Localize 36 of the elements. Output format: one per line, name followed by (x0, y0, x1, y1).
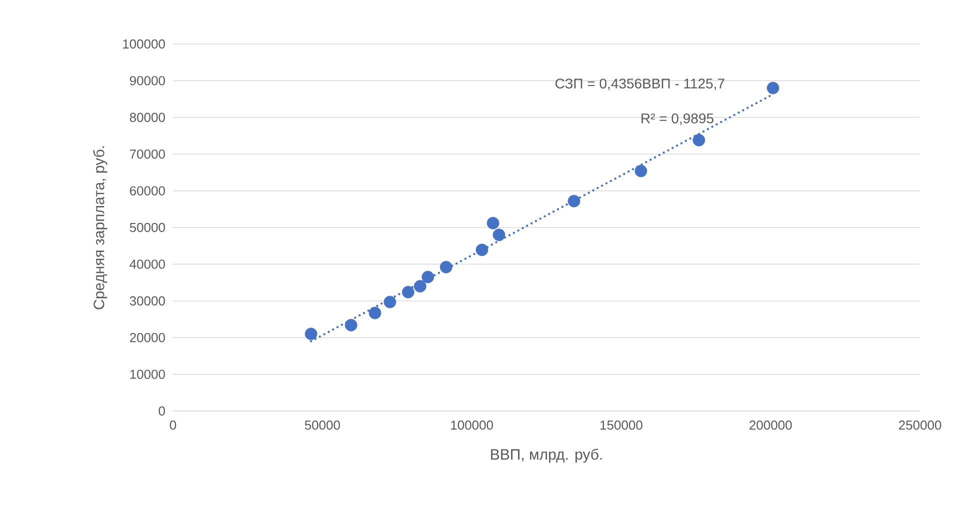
y-tick-label: 100000 (123, 39, 165, 49)
point (766, 82, 780, 94)
y-tick-label: 90000 (130, 76, 165, 86)
y-tick-label: 80000 (130, 112, 165, 122)
point (402, 286, 414, 298)
x-tick-label: 200000 (750, 420, 792, 430)
point (440, 260, 452, 274)
y-tick-label: 20000 (130, 332, 165, 342)
annotation: R² = 0,9895 (642, 113, 714, 126)
x-tick-label: 0 (170, 420, 176, 430)
y-tick-label: 50000 (130, 222, 165, 232)
point (422, 270, 434, 284)
y-tick-label: 40000 (130, 260, 165, 269)
point (486, 216, 500, 230)
point (476, 244, 488, 256)
y-tick-label: 10000 (130, 370, 165, 379)
point (414, 280, 426, 292)
x-axis-title: ВВП, млрд. руб. (491, 448, 602, 463)
x-tick-label: 100000 (451, 420, 493, 430)
point (634, 164, 648, 178)
y-tick-label: 70000 (130, 149, 165, 159)
x-tick-label: 150000 (600, 420, 642, 430)
y-axis-title: Средняя зарплата, руб. (93, 146, 108, 310)
point (368, 306, 382, 320)
x-tick-label: 50000 (304, 420, 340, 430)
y-tick-label: 0 (158, 406, 165, 416)
x-tick-label: 250000 (898, 420, 942, 430)
y-tick-label: 60000 (130, 186, 165, 196)
point (344, 318, 358, 332)
y-tick-label: 30000 (130, 296, 165, 306)
point (304, 328, 318, 340)
annotation: СЗП = 0,4356ВВП - 1125,7 (555, 78, 724, 90)
point (568, 194, 580, 208)
point (692, 134, 706, 146)
point (384, 296, 396, 308)
point (492, 228, 506, 242)
